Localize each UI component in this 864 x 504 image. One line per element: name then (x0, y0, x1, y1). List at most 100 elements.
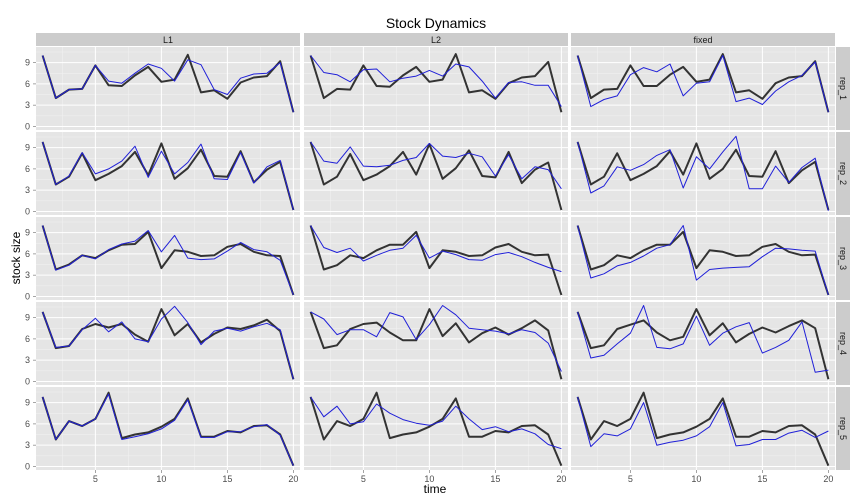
x-tick-label: 15 (222, 474, 232, 484)
series-line-blue (310, 141, 562, 190)
column-strip-label: fixed (693, 35, 712, 45)
column-strip (36, 33, 300, 46)
y-tick-label: 9 (25, 228, 30, 238)
row-strip-label: rep_2 (838, 162, 848, 185)
panel-background (36, 302, 300, 385)
panel-L1-rep_2 (36, 132, 300, 215)
series-line-dark (309, 141, 563, 211)
panel-fixed-rep_3 (571, 217, 835, 300)
y-tick-label: 3 (25, 100, 30, 110)
y-tick-label: 9 (25, 58, 30, 68)
series-line-dark (576, 53, 830, 113)
series-line-dark (309, 53, 563, 113)
row-strip (836, 132, 850, 215)
x-axis-title: time (424, 482, 447, 496)
series-line-dark (309, 308, 563, 380)
row-strip-label: rep_5 (838, 417, 848, 440)
series-line-blue (42, 305, 294, 380)
y-tick-label: 6 (25, 79, 30, 89)
panel-L1-rep_4 (36, 302, 300, 385)
series-line-blue (310, 225, 562, 273)
panel-L1-rep_1 (36, 47, 300, 130)
series-line-dark (576, 141, 830, 211)
x-tick-label: 15 (490, 474, 500, 484)
y-tick-label: 6 (25, 249, 30, 259)
y-tick-label: 3 (25, 355, 30, 365)
panel-L1-rep_3 (36, 217, 300, 300)
x-tick-label: 20 (556, 474, 566, 484)
panel-L2-rep_3 (304, 217, 568, 300)
series-line-blue (577, 396, 829, 448)
y-tick-label: 3 (25, 270, 30, 280)
column-strip-label: L2 (431, 35, 441, 45)
column-strip-label: L1 (163, 35, 173, 45)
series-line-blue (42, 225, 294, 296)
series-line-blue (42, 393, 294, 466)
panel-fixed-rep_2 (571, 132, 835, 215)
panel-L2-rep_5 (304, 387, 568, 470)
x-tick-label: 10 (156, 474, 166, 484)
y-tick-label: 6 (25, 164, 30, 174)
column-strip (571, 33, 835, 46)
series-line-blue (310, 305, 562, 372)
y-tick-label: 9 (25, 398, 30, 408)
row-strip (836, 302, 850, 385)
panel-background (36, 132, 300, 215)
y-tick-label: 0 (25, 206, 30, 216)
x-tick-label: 5 (628, 474, 633, 484)
x-tick-label: 10 (424, 474, 434, 484)
y-tick-label: 9 (25, 313, 30, 323)
panel-background (571, 302, 835, 385)
row-strip-label: rep_3 (838, 247, 848, 270)
y-tick-label: 6 (25, 419, 30, 429)
x-tick-label: 15 (757, 474, 767, 484)
series-line-blue (42, 55, 294, 113)
y-tick-label: 0 (25, 121, 30, 131)
series-line-dark (576, 225, 830, 296)
y-tick-label: 0 (25, 461, 30, 471)
panel-L1-rep_5 (36, 387, 300, 470)
row-strip-label: rep_4 (838, 332, 848, 355)
series-line-dark (309, 225, 563, 296)
panel-fixed-rep_4 (571, 302, 835, 385)
series-line-blue (42, 141, 294, 211)
panel-background (571, 387, 835, 470)
chart-title: Stock Dynamics (386, 15, 486, 31)
x-tick-label: 5 (93, 474, 98, 484)
series-line-dark (576, 308, 830, 380)
series-line-blue (310, 55, 562, 107)
series-line-blue (310, 396, 562, 450)
series-line-blue (577, 135, 829, 211)
column-strip (304, 33, 568, 46)
panel-background (304, 387, 568, 470)
series-line-blue (577, 55, 829, 113)
series-line-dark (576, 391, 830, 467)
panels-layer: L1 L2 fixed rep_1 rep_2 rep_3 rep_4 rep_5 0 3 6 9 0 3… (25, 33, 850, 484)
panel-background (304, 132, 568, 215)
series-line-blue (577, 305, 829, 373)
row-strip (836, 387, 850, 470)
row-strip (836, 217, 850, 300)
panel-fixed-rep_5 (571, 387, 835, 470)
row-strip-label: rep_1 (838, 77, 848, 100)
panel-background (571, 132, 835, 215)
x-tick-label: 20 (823, 474, 833, 484)
y-tick-label: 0 (25, 291, 30, 301)
y-tick-label: 3 (25, 440, 30, 450)
panel-L2-rep_1 (304, 47, 568, 130)
x-tick-label: 20 (288, 474, 298, 484)
y-axis-title: stock size (9, 231, 23, 284)
row-strip (836, 47, 850, 130)
panel-L2-rep_2 (304, 132, 568, 215)
panel-fixed-rep_1 (571, 47, 835, 130)
panel-L2-rep_4 (304, 302, 568, 385)
y-tick-label: 6 (25, 334, 30, 344)
x-tick-label: 5 (361, 474, 366, 484)
x-tick-label: 10 (691, 474, 701, 484)
y-tick-label: 3 (25, 185, 30, 195)
panel-background (36, 387, 300, 470)
series-line-blue (577, 225, 829, 296)
y-tick-label: 0 (25, 376, 30, 386)
